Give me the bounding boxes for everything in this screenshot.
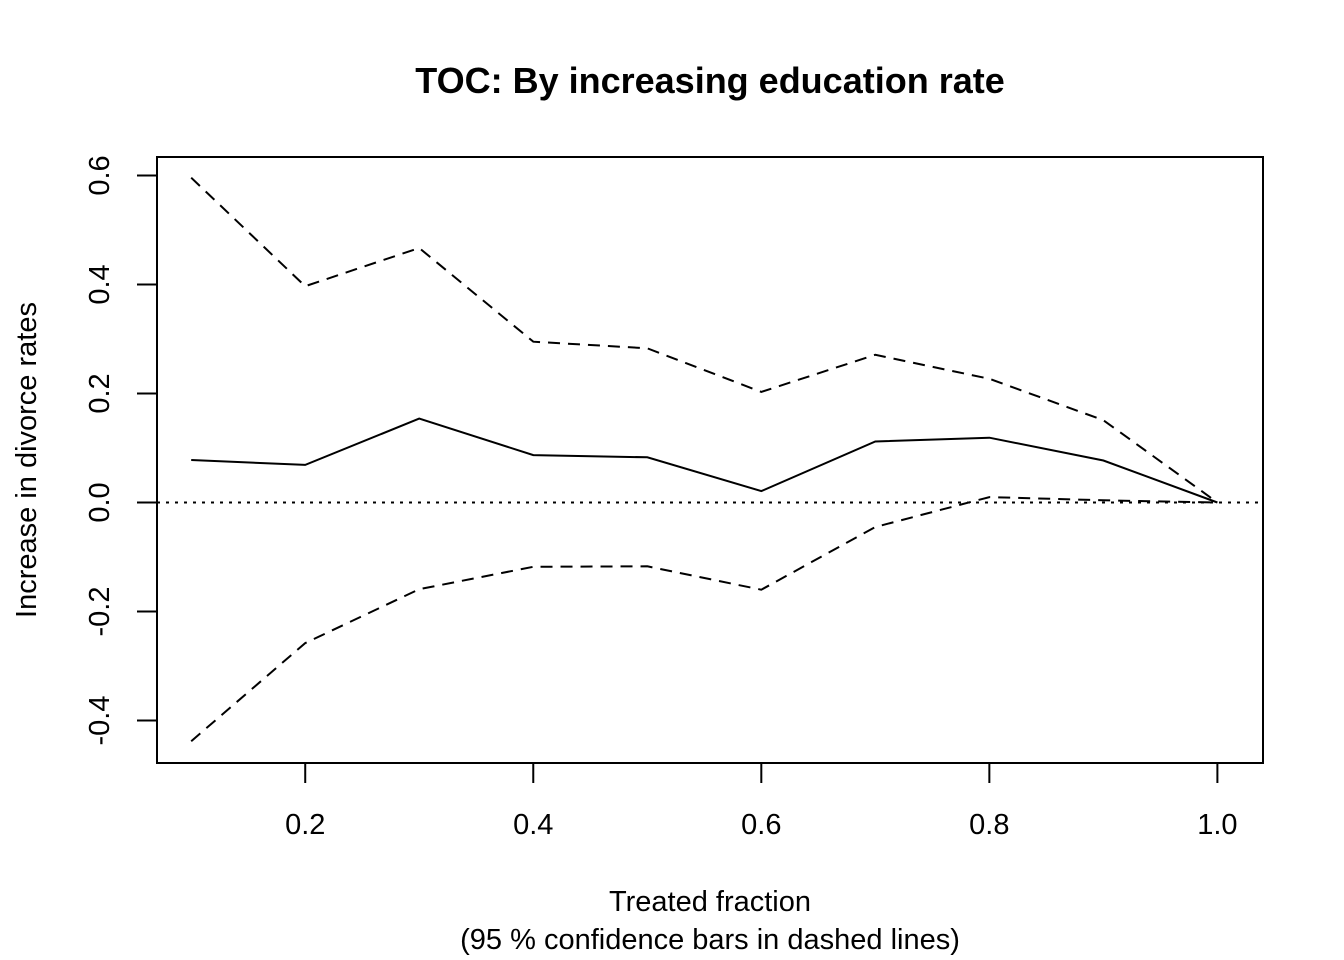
y-axis-label: Increase in divorce rates: [11, 302, 43, 618]
y-tick-label: 0.2: [84, 373, 116, 413]
lower-confidence-line: [190, 496, 1218, 742]
y-tick-label: -0.2: [84, 587, 116, 637]
upper-confidence-line: [190, 176, 1218, 504]
y-tick-label: -0.4: [84, 696, 116, 746]
x-tick-label: 0.6: [741, 809, 781, 841]
x-axis-label: Treated fraction: [609, 886, 811, 918]
x-tick-label: 0.4: [513, 809, 553, 841]
plot-frame: [156, 156, 1264, 764]
x-tick-label: 1.0: [1197, 809, 1237, 841]
chart-title: TOC: By increasing education rate: [415, 60, 1004, 101]
series-layer: [190, 176, 1218, 742]
x-axis: 0.2 0.4 0.6 0.8 1.0: [285, 763, 1238, 841]
y-axis: -0.4 -0.2 0.0 0.2 0.4 0.6: [84, 155, 157, 745]
x-tick-label: 0.8: [969, 809, 1009, 841]
y-tick-label: 0.4: [84, 264, 116, 304]
estimate-line: [191, 417, 1218, 504]
y-tick-label: 0.6: [84, 155, 116, 195]
x-axis-sublabel: (95 % confidence bars in dashed lines): [460, 924, 960, 956]
y-tick-label: 0.0: [84, 482, 116, 522]
x-tick-label: 0.2: [285, 809, 325, 841]
